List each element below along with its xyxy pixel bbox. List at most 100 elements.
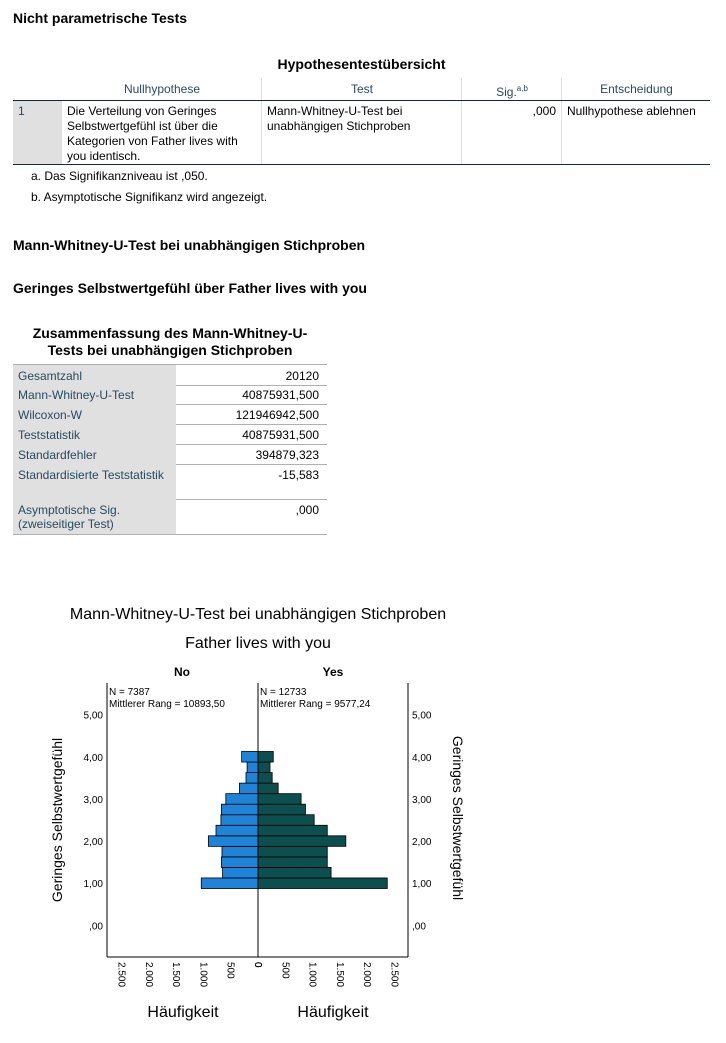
cell-entscheidung: Nullhypothese ablehnen	[561, 101, 710, 164]
x-axis-label-right: Häufigkeit	[297, 1004, 369, 1021]
table-row: 1 Die Verteilung von Geringes Selbstwert…	[13, 100, 710, 165]
bar-no	[221, 845, 259, 858]
y-tick-label-right: 1,00	[412, 879, 432, 890]
summary-value: 40875931,500	[242, 388, 319, 402]
summary-value: 394879,323	[255, 448, 319, 462]
y-tick-label-right: 4,00	[412, 753, 432, 764]
y-tick-label-right: 2,00	[412, 837, 432, 848]
col-header-sig-label: Sig.	[496, 85, 517, 99]
x-tick-label-right: 2.000	[361, 962, 372, 987]
footnote-b: b. Asymptotische Signifikanz wird angeze…	[31, 190, 268, 204]
y-axis-label-right: Geringes Selbstwertgefühl	[450, 736, 466, 900]
summary-label: Teststatistik	[13, 424, 176, 444]
bar-no	[221, 856, 259, 868]
footnote-a: a. Das Signifikanzniveau ist ,050.	[31, 169, 208, 183]
x-tick-label-right: 1.500	[334, 962, 345, 987]
info-n-yes: N = 12733	[260, 687, 307, 698]
bar-yes	[257, 772, 273, 784]
bar-no	[220, 814, 259, 826]
x-tick-label-left: 0	[252, 962, 263, 968]
summary-label: Standardfehler	[13, 444, 176, 464]
x-ticks-group: 2.500 2.000 1.500 1.000 500 00 500 1.000 1.500 2.…	[116, 962, 400, 987]
x-tick-label-left: 1.000	[197, 962, 208, 987]
summary-label: Standardisierte Teststatistik	[13, 464, 176, 499]
bar-no	[221, 803, 259, 816]
col-header-sig: Sig.a,b	[461, 78, 562, 100]
bar-yes	[257, 867, 332, 879]
info-rank-no: Mittlerer Rang = 10893,50	[109, 699, 225, 710]
bar-yes	[257, 877, 388, 889]
x-tick-label-right: 0	[252, 962, 263, 968]
pyramid-chart: Mann-Whitney-U-Test bei unabhängigen Sti…	[49, 606, 466, 1021]
summary-title-line2: Tests bei unabhängigen Stichproben	[47, 342, 293, 358]
table-row: Standardfehler 394879,323	[13, 444, 327, 465]
y-tick-label-left: 4,00	[84, 753, 104, 764]
cell-test: Mann-Whitney-U-Test bei unabhängigen Sti…	[261, 101, 461, 164]
col-header-test: Test	[261, 78, 462, 100]
table-row: Gesamtzahl 20120	[13, 364, 327, 386]
summary-title-line1: Zusammenfassung des Mann-Whitney-U-	[32, 325, 308, 341]
y-tick-label-left: ,00	[89, 921, 103, 932]
bar-yes	[257, 835, 347, 847]
y-tick-label-left: 5,00	[84, 711, 104, 722]
y-ticks-group: 5,00 5,00 4,00 4,00 3,00 3,00 2,00 2,00 1,00 1,00…	[84, 711, 432, 933]
bar-yes	[257, 751, 274, 763]
y-tick-label-left: 1,00	[84, 879, 104, 890]
col-header-entscheidung: Entscheidung	[561, 78, 711, 100]
y-tick-label-right: 5,00	[412, 711, 432, 722]
y-tick-label-left: 2,00	[84, 837, 104, 848]
x-axis-label-left: Häufigkeit	[147, 1004, 219, 1021]
chart-subtitle: Father lives with you	[185, 635, 331, 652]
bar-yes	[257, 845, 328, 858]
summary-label: Asymptotische Sig. (zweiseitiger Test)	[13, 499, 176, 534]
bar-yes	[257, 824, 328, 837]
cell-nullhypothese: Die Verteilung von Geringes Selbstwertge…	[61, 101, 261, 164]
table-row: Mann-Whitney-U-Test 40875931,500	[13, 384, 327, 405]
summary-value: ,000	[295, 503, 319, 517]
bars-group	[200, 751, 388, 889]
bar-no	[215, 824, 259, 837]
bar-yes	[257, 782, 279, 795]
info-rank-yes: Mittlerer Rang = 9577,24	[260, 699, 371, 710]
bar-yes	[257, 803, 306, 816]
summary-value: 40875931,500	[242, 428, 319, 442]
bar-no	[222, 867, 259, 879]
x-tick-label-left: 500	[225, 962, 236, 979]
x-tick-label-left: 2.500	[116, 962, 127, 987]
table-row: Asymptotische Sig. (zweiseitiger Test) ,…	[13, 499, 327, 535]
summary-label: Wilcoxon-W	[13, 404, 176, 424]
table-row: Teststatistik 40875931,500	[13, 424, 327, 445]
series-name-no: No	[174, 665, 190, 679]
bar-yes	[257, 856, 328, 868]
y-tick-label-right: 3,00	[412, 795, 432, 806]
cell-sig: ,000	[461, 101, 561, 164]
bar-no	[239, 782, 259, 795]
y-tick-label-left: 3,00	[84, 795, 104, 806]
summary-value: 121946942,500	[235, 408, 319, 422]
y-axis-label-left: Geringes Selbstwertgefühl	[49, 738, 65, 902]
bar-no	[241, 751, 259, 763]
info-n-no: N = 7387	[109, 687, 150, 698]
section-title: Mann-Whitney-U-Test bei unabhängigen Sti…	[13, 237, 366, 253]
table-row: Wilcoxon-W 121946942,500	[13, 404, 327, 425]
bar-no	[200, 877, 259, 889]
summary-value: -15,583	[278, 468, 319, 482]
y-tick-label-right: ,00	[412, 921, 426, 932]
bar-no	[225, 793, 259, 805]
row-index: 1	[13, 101, 61, 164]
col-header-sig-sup: a,b	[516, 84, 528, 93]
summary-label: Mann-Whitney-U-Test	[13, 384, 176, 404]
bar-no	[207, 835, 259, 847]
bar-no	[246, 761, 259, 773]
summary-label: Gesamtzahl	[13, 365, 176, 385]
subsection-title: Geringes Selbstwertgefühl über Father li…	[13, 280, 367, 296]
page-title: Nicht parametrische Tests	[13, 10, 188, 26]
chart-title: Mann-Whitney-U-Test bei unabhängigen Sti…	[70, 606, 446, 623]
summary-title: Zusammenfassung des Mann-Whitney-U- Test…	[13, 325, 327, 359]
x-tick-label-right: 2.500	[388, 962, 399, 987]
bar-yes	[257, 814, 315, 826]
summary-value: 20120	[285, 369, 319, 383]
table-row: Standardisierte Teststatistik -15,583	[13, 464, 327, 500]
x-tick-label-left: 1.500	[170, 962, 181, 987]
bar-no	[245, 772, 259, 784]
